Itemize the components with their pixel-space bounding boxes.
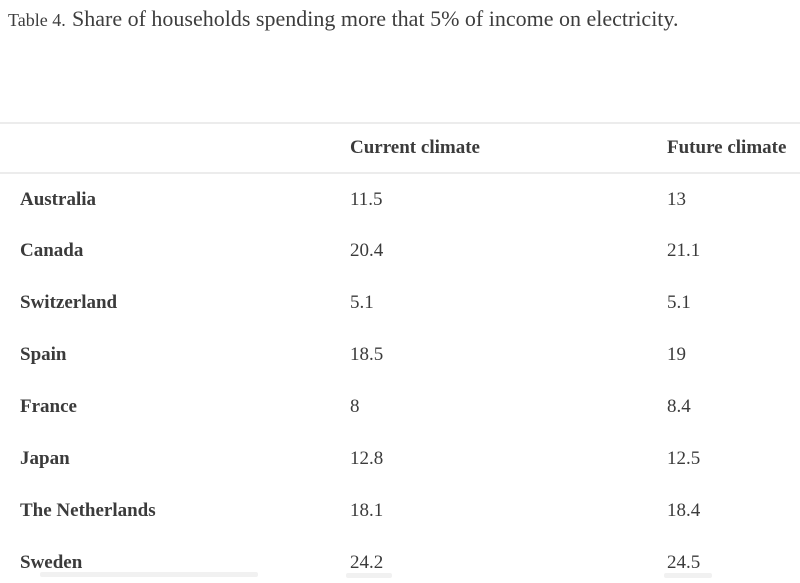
current-climate-cell: 18.1	[350, 500, 384, 521]
country-cell: Australia	[20, 188, 96, 210]
future-climate-cell: 24.5	[667, 552, 701, 573]
table-row: France 8 8.4	[0, 381, 800, 433]
future-climate-cell: 21.1	[667, 240, 701, 261]
cutoff-row-country-artifact	[40, 572, 258, 577]
table-body: Australia 11.5 13 Canada 20.4 21.1 Switz…	[0, 173, 800, 583]
cutoff-row-future-artifact	[664, 573, 712, 578]
country-cell: Canada	[20, 240, 84, 261]
country-cell: Sweden	[20, 552, 83, 573]
current-climate-cell: 8	[350, 396, 360, 417]
current-climate-cell: 24.2	[350, 552, 384, 573]
table-caption-text: Share of households spending more that 5…	[72, 6, 679, 31]
future-climate-cell: 13	[667, 188, 686, 210]
table-caption: Table 4. Share of households spending mor…	[8, 6, 679, 32]
current-climate-cell: 5.1	[350, 292, 374, 313]
future-climate-cell: 19	[667, 344, 686, 365]
country-cell: The Netherlands	[20, 500, 156, 521]
future-climate-cell: 12.5	[667, 448, 701, 469]
table-row: Spain 18.5 19	[0, 329, 800, 381]
current-climate-cell: 12.8	[350, 448, 384, 469]
current-climate-cell: 11.5	[350, 188, 383, 210]
table-row: Switzerland 5.1 5.1	[0, 277, 800, 329]
table-header: Current climate Future climate	[0, 122, 800, 174]
table-row: The Netherlands 18.1 18.4	[0, 485, 800, 537]
table-header-row: Current climate Future climate	[0, 122, 800, 174]
future-climate-cell: 8.4	[667, 396, 691, 417]
country-cell: France	[20, 396, 77, 417]
country-cell: Japan	[20, 448, 70, 469]
data-table: Current climate Future climate Australia…	[0, 122, 800, 583]
table-caption-label: Table 4.	[8, 10, 66, 30]
country-cell: Switzerland	[20, 292, 118, 313]
column-header-future-climate: Future climate	[667, 122, 800, 174]
current-climate-cell: 20.4	[350, 240, 384, 261]
column-header-country	[0, 122, 350, 174]
current-climate-cell: 18.5	[350, 344, 384, 365]
future-climate-cell: 18.4	[667, 500, 701, 521]
table-row: Australia 11.5 13	[0, 173, 800, 225]
table-row: Sweden 24.2 24.5	[0, 537, 800, 583]
table-row: Japan 12.8 12.5	[0, 433, 800, 485]
table-row: Canada 20.4 21.1	[0, 225, 800, 277]
future-climate-cell: 5.1	[667, 292, 691, 313]
column-header-current-climate: Current climate	[350, 122, 667, 174]
cutoff-row-current-artifact	[346, 573, 392, 578]
country-cell: Spain	[20, 344, 67, 365]
